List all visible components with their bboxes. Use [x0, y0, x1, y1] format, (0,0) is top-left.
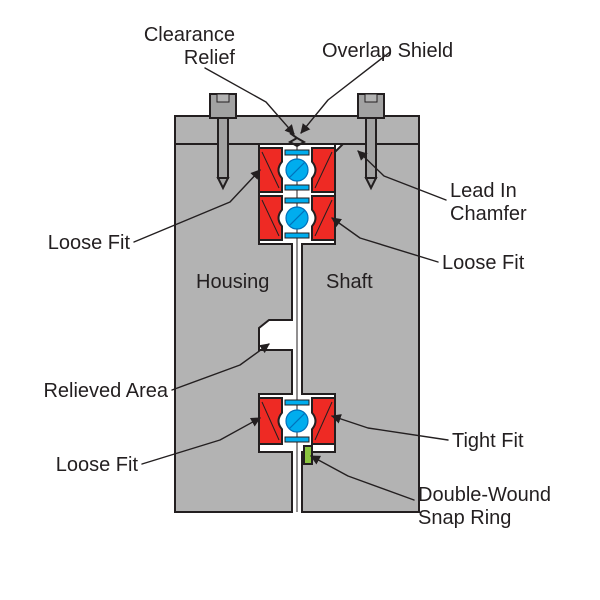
callout-loose-fit-bottom-left: Loose Fit	[56, 454, 138, 477]
callout-double-wound-snap-ring: Double-WoundSnap Ring	[418, 484, 551, 530]
snap-ring	[304, 446, 312, 464]
callout-clearance-relief: ClearanceRelief	[144, 24, 235, 70]
bearing-top-lower	[259, 196, 335, 240]
callout-loose-fit-top-left: Loose Fit	[48, 232, 130, 255]
top-cap	[175, 116, 419, 144]
callout-tight-fit: Tight Fit	[452, 430, 524, 453]
callout-lead-in-chamfer: Lead InChamfer	[450, 180, 527, 226]
region-label-housing: Housing	[196, 271, 269, 293]
bearing-bottom	[259, 398, 335, 444]
callout-overlap-shield: Overlap Shield	[322, 40, 453, 63]
region-label-shaft: Shaft	[326, 271, 373, 293]
callout-loose-fit-top-right: Loose Fit	[442, 252, 524, 275]
callout-relieved-area: Relieved Area	[43, 380, 168, 403]
bearing-top-upper	[259, 148, 335, 192]
